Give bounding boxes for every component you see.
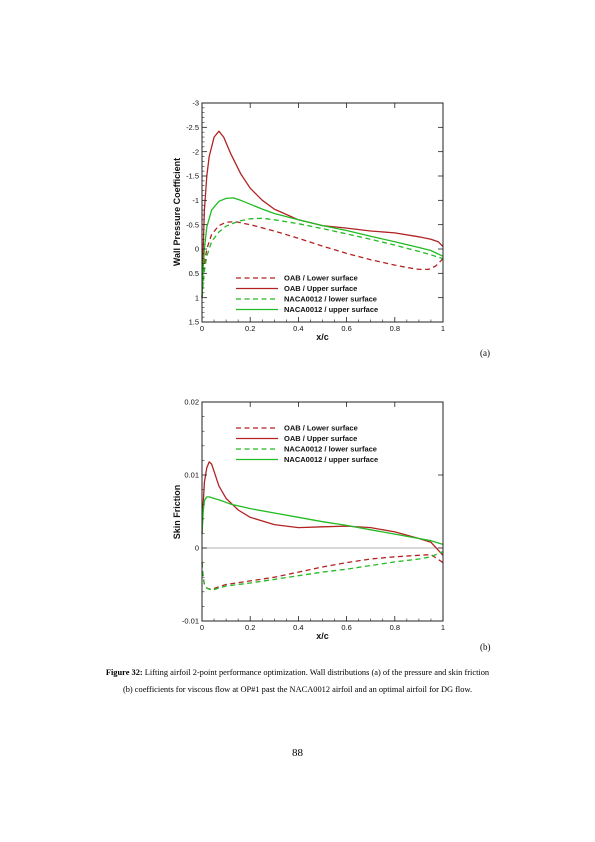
x-tick-label: 0.6 xyxy=(341,324,351,333)
y-tick-label: 0.01 xyxy=(184,471,199,480)
y-tick-label: -2.5 xyxy=(186,123,199,132)
legend-label-oab-upper-surface: OAB / Upper surface xyxy=(284,284,357,293)
y-tick-label: 0.5 xyxy=(189,269,199,278)
series-line-oab-lower-surface xyxy=(201,553,444,591)
y-tick-label: 1.5 xyxy=(189,318,199,327)
series-line-oab-lower-surface xyxy=(201,221,444,298)
legend-label-oab-upper-surface: OAB / Upper surface xyxy=(284,434,357,443)
y-axis-label: Skin Friction xyxy=(172,485,182,540)
y-tick-label: -3 xyxy=(192,99,199,108)
x-axis-label: x/c xyxy=(316,631,329,641)
y-tick-label: -2 xyxy=(192,147,199,156)
x-tick-label: 0.2 xyxy=(245,623,255,632)
pressure-coefficient-plot: 0 0.2 0.4 0.6 0.8 1 -3 -2.5 -2 -1.5 -1 -0.5 0 0.5 1 1.5… xyxy=(172,99,445,342)
y-tick-label: 1 xyxy=(195,293,199,302)
page-number: 88 xyxy=(292,747,303,759)
panel-label-b: (b) xyxy=(480,642,491,652)
legend-label-oab-lower-surface: OAB / Lower surface xyxy=(284,424,358,433)
series-line-naca0012-upper-surface xyxy=(201,496,444,546)
caption-label: Figure 32: xyxy=(105,668,143,677)
legend-label-naca0012-upper-surface: NACA0012 / upper surface xyxy=(284,455,378,464)
y-tick-label: 0 xyxy=(195,245,199,254)
legend-label-naca0012-lower-surface: NACA0012 / lower surface xyxy=(284,445,377,454)
x-tick-label: 0 xyxy=(200,623,204,632)
series-line-naca0012-lower-surface xyxy=(201,217,444,298)
caption-text: Lifting airfoil 2-point performance opti… xyxy=(122,668,490,694)
x-tick-label: 1 xyxy=(441,324,445,333)
panel-label-a: (a) xyxy=(480,348,490,358)
x-tick-label: 1 xyxy=(441,623,445,632)
x-tick-label: 0.8 xyxy=(390,623,400,632)
x-axis-label: x/c xyxy=(316,332,329,342)
x-tick-label: 0 xyxy=(200,324,204,333)
x-tick-label: 0.2 xyxy=(245,324,255,333)
legend-label-oab-lower-surface: OAB / Lower surface xyxy=(284,274,358,283)
y-tick-label: -1 xyxy=(192,196,199,205)
y-tick-label: 0 xyxy=(195,544,199,553)
series-line-naca0012-lower-surface xyxy=(201,551,444,591)
y-tick-label: -0.5 xyxy=(186,220,199,229)
series-line-oab-upper-surface xyxy=(201,130,444,298)
x-tick-label: 0.4 xyxy=(293,623,303,632)
figure-caption: Figure 32: Lifting airfoil 2-point perfo… xyxy=(100,664,495,698)
x-tick-label: 0.8 xyxy=(390,324,400,333)
series-line-oab-upper-surface xyxy=(201,461,444,556)
series-line-naca0012-upper-surface xyxy=(201,197,444,298)
x-tick-label: 0.6 xyxy=(341,623,351,632)
y-tick-label: -0.01 xyxy=(182,617,199,626)
x-tick-label: 0.4 xyxy=(293,324,303,333)
legend-label-naca0012-upper-surface: NACA0012 / upper surface xyxy=(284,305,378,314)
y-axis-label: Wall Pressure Coefficient xyxy=(172,158,182,266)
legend-label-naca0012-lower-surface: NACA0012 / lower surface xyxy=(284,295,377,304)
y-tick-label: 0.02 xyxy=(184,398,199,407)
y-tick-label: -1.5 xyxy=(186,172,199,181)
